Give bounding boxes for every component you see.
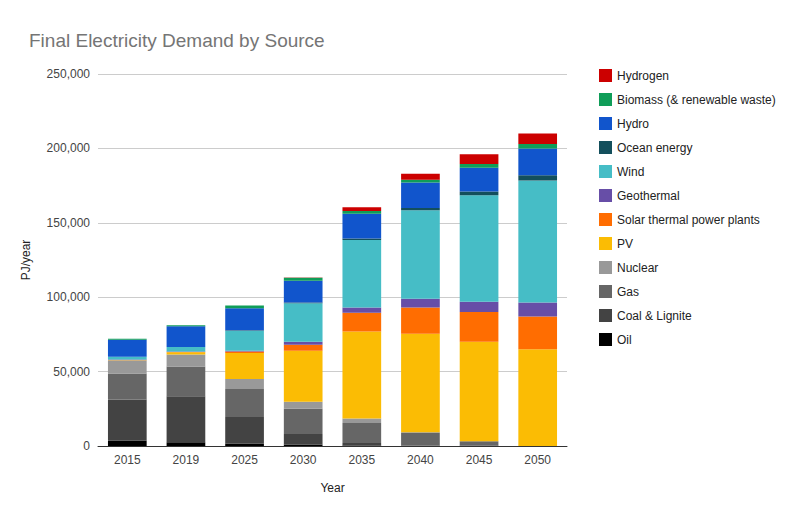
svg-text:Solar thermal power plants: Solar thermal power plants (617, 213, 760, 227)
svg-text:2030: 2030 (290, 453, 317, 467)
svg-text:Year: Year (320, 481, 344, 495)
svg-text:250,000: 250,000 (47, 67, 91, 81)
svg-text:Final Electricity Demand by So: Final Electricity Demand by Source (29, 30, 325, 51)
svg-text:50,000: 50,000 (53, 365, 90, 379)
svg-text:Geothermal: Geothermal (617, 189, 680, 203)
svg-text:2035: 2035 (348, 453, 375, 467)
svg-text:Hydrogen: Hydrogen (617, 69, 669, 83)
svg-text:PV: PV (617, 237, 633, 251)
svg-text:0: 0 (83, 439, 90, 453)
svg-text:Ocean energy: Ocean energy (617, 141, 692, 155)
svg-text:Coal & Lignite: Coal & Lignite (617, 309, 692, 323)
svg-text:2050: 2050 (524, 453, 551, 467)
svg-text:2045: 2045 (466, 453, 493, 467)
svg-text:Hydro: Hydro (617, 117, 649, 131)
svg-text:2025: 2025 (231, 453, 258, 467)
svg-text:Wind: Wind (617, 165, 644, 179)
svg-text:Biomass (& renewable waste): Biomass (& renewable waste) (617, 93, 776, 107)
svg-text:200,000: 200,000 (47, 141, 91, 155)
svg-text:150,000: 150,000 (47, 216, 91, 230)
svg-text:Gas: Gas (617, 285, 639, 299)
svg-text:2019: 2019 (173, 453, 200, 467)
svg-text:PJ/year: PJ/year (19, 240, 33, 281)
svg-text:2040: 2040 (407, 453, 434, 467)
svg-text:2015: 2015 (114, 453, 141, 467)
svg-text:Nuclear: Nuclear (617, 261, 658, 275)
svg-text:100,000: 100,000 (47, 290, 91, 304)
svg-text:Oil: Oil (617, 333, 632, 347)
